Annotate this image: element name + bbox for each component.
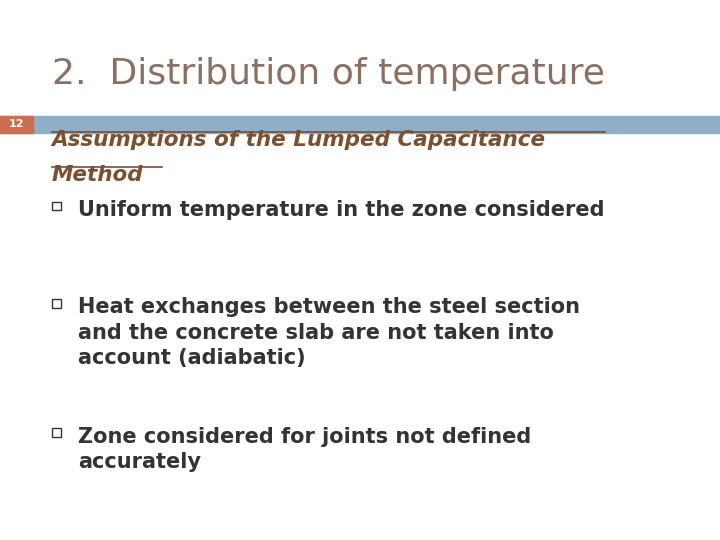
Text: 2.  Distribution of temperature: 2. Distribution of temperature	[52, 57, 605, 91]
Text: Zone considered for joints not defined
accurately: Zone considered for joints not defined a…	[78, 427, 531, 472]
Text: 12: 12	[9, 119, 24, 130]
Bar	[52, 428, 60, 437]
Bar	[52, 201, 60, 211]
Bar	[52, 299, 60, 308]
Text: Method: Method	[52, 165, 143, 185]
Bar	[0, 116, 33, 133]
Text: Assumptions of the Lumped Capacitance: Assumptions of the Lumped Capacitance	[52, 130, 546, 150]
Text: Uniform temperature in the zone considered: Uniform temperature in the zone consider…	[78, 200, 604, 220]
Text: Heat exchanges between the steel section
and the concrete slab are not taken int: Heat exchanges between the steel section…	[78, 297, 580, 368]
Bar	[0, 116, 720, 133]
